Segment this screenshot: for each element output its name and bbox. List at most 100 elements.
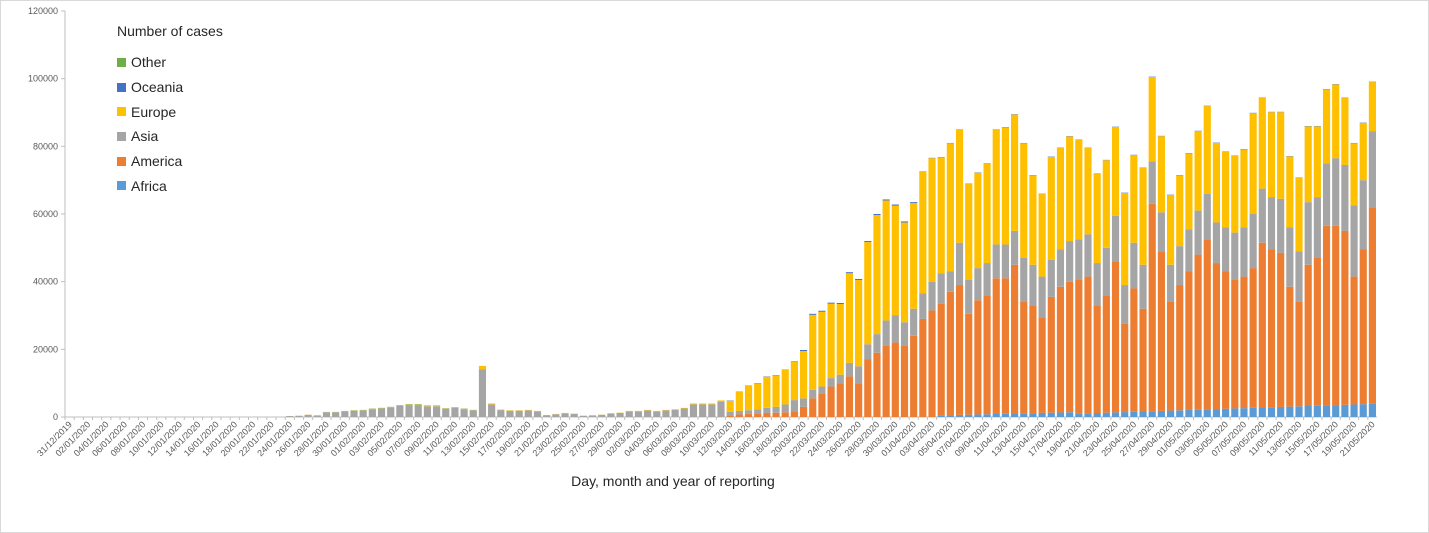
- bar-europe: [1295, 177, 1303, 252]
- bar-europe: [1332, 84, 1340, 159]
- bar-europe: [827, 303, 835, 379]
- bar-asia: [873, 334, 881, 353]
- bar-europe: [1056, 148, 1065, 250]
- bar-asia: [699, 404, 707, 417]
- bar-asia: [1332, 158, 1340, 226]
- bar-europe: [1286, 156, 1294, 228]
- bar-asia: [396, 405, 404, 417]
- legend: Number of cases Other Oceania Europe Asi…: [117, 23, 223, 198]
- bar-europe: [1267, 112, 1276, 198]
- bar-oceania: [845, 272, 854, 274]
- bar-asia: [359, 410, 367, 417]
- bar-asia: [543, 415, 551, 417]
- bar-asia: [772, 406, 780, 413]
- legend-title: Number of cases: [117, 23, 223, 39]
- bar-asia: [1222, 227, 1230, 272]
- bar-africa: [1212, 409, 1221, 417]
- bar-america: [1038, 317, 1046, 413]
- bar-asia: [625, 411, 633, 417]
- bar-asia: [332, 412, 340, 417]
- bar-asia: [1249, 214, 1257, 269]
- bar-america: [735, 414, 743, 417]
- bar-asia: [579, 415, 587, 417]
- bar-europe: [708, 403, 716, 405]
- bar-america: [1111, 261, 1120, 413]
- bar-oceania: [910, 202, 918, 204]
- bar-asia: [313, 415, 321, 417]
- bar-africa: [974, 414, 982, 417]
- bar-asia: [864, 344, 872, 360]
- bar-europe: [818, 311, 826, 387]
- legend-swatch-america: [117, 156, 126, 166]
- bar-europe: [809, 314, 817, 390]
- bar-asia: [744, 410, 753, 414]
- bar-asia: [1194, 210, 1202, 255]
- bar-africa: [1121, 412, 1129, 417]
- bar-asia: [1001, 244, 1009, 279]
- bar-america: [1359, 249, 1367, 405]
- y-tick-label: 120000: [28, 6, 58, 16]
- bar-europe: [1194, 131, 1202, 211]
- bar-europe: [882, 200, 890, 321]
- bar-america: [1212, 263, 1221, 410]
- bar-europe: [680, 407, 688, 409]
- bar-asia: [827, 378, 835, 387]
- bar-america: [836, 383, 844, 417]
- bar-america: [873, 352, 881, 417]
- bar-asia: [1148, 161, 1156, 204]
- bar-africa: [1084, 413, 1092, 417]
- legend-item-africa: Africa: [117, 173, 223, 198]
- bar-africa: [1267, 407, 1276, 417]
- bar-europe: [1203, 106, 1211, 194]
- bar-europe: [1368, 82, 1376, 132]
- bar-africa: [1102, 412, 1110, 417]
- bar-africa: [1075, 413, 1083, 417]
- bar-africa: [1304, 406, 1312, 417]
- legend-label-oceania: Oceania: [131, 79, 184, 96]
- bar-africa: [1130, 411, 1138, 417]
- bar-america: [910, 335, 918, 417]
- bar-oceania: [809, 313, 817, 315]
- bar-america: [1056, 286, 1065, 413]
- bar-america: [726, 415, 734, 417]
- bar-asia: [524, 410, 532, 417]
- bar-asia: [763, 407, 771, 413]
- bar-asia: [488, 404, 496, 417]
- bar-america: [1249, 268, 1257, 408]
- bar-asia: [1157, 212, 1165, 252]
- bar-america: [1075, 279, 1083, 414]
- bar-asia: [295, 415, 303, 417]
- bar-africa: [1194, 409, 1202, 417]
- bar-america: [1341, 230, 1349, 405]
- bar-europe: [763, 376, 771, 408]
- bar-europe: [799, 351, 808, 399]
- bar-america: [1139, 308, 1147, 412]
- bar-asia: [414, 405, 422, 417]
- x-axis-title: Day, month and year of reporting: [571, 473, 775, 489]
- bar-africa: [1093, 413, 1101, 417]
- legend-swatch-europe: [117, 107, 126, 117]
- bar-asia: [1368, 131, 1376, 208]
- bar-america: [1350, 276, 1358, 405]
- bar-europe: [781, 369, 789, 405]
- bar-asia: [561, 413, 569, 417]
- bar-asia: [965, 279, 973, 314]
- bar-europe: [983, 163, 991, 264]
- bar-asia: [423, 406, 431, 417]
- bar-africa: [955, 414, 964, 417]
- bar-asia: [946, 271, 954, 292]
- bar-asia: [818, 386, 826, 394]
- bar-asia: [1093, 263, 1101, 306]
- bar-asia: [735, 410, 743, 415]
- bar-africa: [1295, 406, 1303, 417]
- bar-america: [1011, 264, 1019, 414]
- bar-asia: [781, 404, 789, 413]
- y-tick-label: 80000: [33, 141, 58, 151]
- bar-america: [1121, 323, 1129, 413]
- bar-africa: [992, 413, 1000, 417]
- bar-europe: [1341, 97, 1349, 165]
- bar-america: [1020, 301, 1028, 414]
- bar-africa: [1166, 410, 1175, 417]
- bar-america: [772, 412, 780, 417]
